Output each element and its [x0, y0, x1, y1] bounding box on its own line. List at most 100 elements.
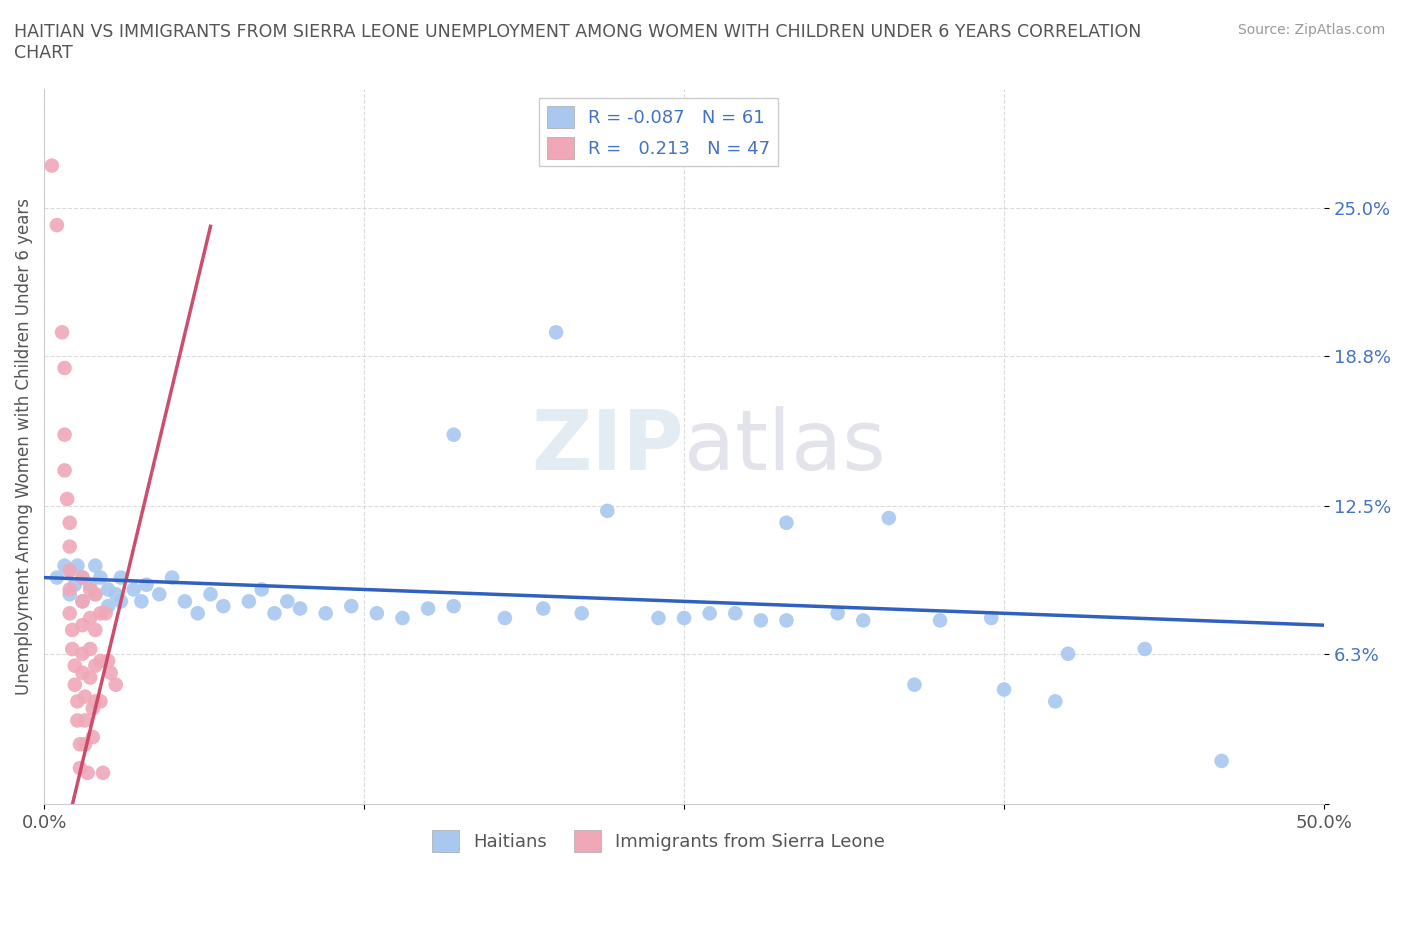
Point	[56, 492, 79, 507]
Point	[72, 618, 94, 632]
Point	[66, 558, 89, 573]
Point	[148, 587, 170, 602]
Point	[89, 694, 111, 709]
Point	[263, 605, 285, 620]
Point	[160, 570, 183, 585]
Point	[79, 642, 101, 657]
Point	[53, 427, 76, 442]
Point	[97, 654, 120, 669]
Point	[53, 361, 76, 376]
Point	[699, 605, 721, 620]
Point	[69, 761, 91, 776]
Point	[775, 515, 797, 530]
Point	[59, 515, 82, 530]
Point	[84, 587, 107, 602]
Legend: Haitians, Immigrants from Sierra Leone: Haitians, Immigrants from Sierra Leone	[425, 822, 893, 859]
Point	[51, 325, 73, 339]
Point	[647, 611, 669, 626]
Point	[571, 605, 593, 620]
Point	[724, 605, 747, 620]
Point	[250, 582, 273, 597]
Point	[122, 582, 145, 597]
Point	[212, 599, 235, 614]
Point	[200, 587, 222, 602]
Y-axis label: Unemployment Among Women with Children Under 6 years: Unemployment Among Women with Children U…	[15, 198, 32, 695]
Point	[174, 594, 197, 609]
Point	[84, 558, 107, 573]
Point	[79, 611, 101, 626]
Point	[63, 677, 86, 692]
Point	[852, 613, 875, 628]
Point	[1133, 642, 1156, 657]
Point	[94, 605, 117, 620]
Point	[82, 730, 104, 745]
Point	[59, 563, 82, 578]
Point	[775, 613, 797, 628]
Point	[494, 611, 516, 626]
Point	[91, 765, 114, 780]
Text: atlas: atlas	[685, 406, 886, 487]
Point	[89, 570, 111, 585]
Point	[72, 570, 94, 585]
Point	[980, 611, 1002, 626]
Point	[366, 605, 388, 620]
Point	[66, 713, 89, 728]
Point	[443, 599, 465, 614]
Point	[59, 563, 82, 578]
Point	[84, 587, 107, 602]
Point	[72, 594, 94, 609]
Point	[531, 601, 554, 616]
Point	[66, 694, 89, 709]
Point	[45, 570, 67, 585]
Point	[72, 594, 94, 609]
Point	[75, 713, 97, 728]
Point	[41, 158, 63, 173]
Point	[72, 570, 94, 585]
Point	[75, 737, 97, 751]
Point	[79, 578, 101, 592]
Point	[82, 701, 104, 716]
Point	[135, 578, 157, 592]
Point	[63, 658, 86, 673]
Text: ZIP: ZIP	[531, 406, 685, 487]
Point	[89, 605, 111, 620]
Point	[79, 671, 101, 685]
Point	[84, 658, 107, 673]
Point	[238, 594, 260, 609]
Point	[276, 594, 298, 609]
Point	[59, 539, 82, 554]
Point	[100, 665, 122, 680]
Point	[131, 594, 153, 609]
Point	[89, 654, 111, 669]
Point	[903, 677, 925, 692]
Point	[187, 605, 209, 620]
Point	[929, 613, 952, 628]
Point	[104, 677, 127, 692]
Point	[1045, 694, 1067, 709]
Point	[546, 325, 568, 339]
Point	[84, 622, 107, 637]
Point	[53, 463, 76, 478]
Point	[104, 587, 127, 602]
Point	[391, 611, 413, 626]
Point	[993, 682, 1015, 697]
Point	[59, 587, 82, 602]
Text: HAITIAN VS IMMIGRANTS FROM SIERRA LEONE UNEMPLOYMENT AMONG WOMEN WITH CHILDREN U: HAITIAN VS IMMIGRANTS FROM SIERRA LEONE …	[14, 23, 1142, 62]
Point	[110, 594, 132, 609]
Point	[84, 694, 107, 709]
Point	[596, 503, 619, 518]
Point	[1057, 646, 1080, 661]
Point	[340, 599, 363, 614]
Point	[76, 765, 98, 780]
Point	[59, 582, 82, 597]
Point	[63, 578, 86, 592]
Point	[877, 511, 900, 525]
Point	[288, 601, 311, 616]
Point	[1211, 753, 1233, 768]
Point	[110, 570, 132, 585]
Point	[60, 642, 83, 657]
Point	[53, 558, 76, 573]
Point	[97, 582, 120, 597]
Point	[97, 599, 120, 614]
Point	[45, 218, 67, 232]
